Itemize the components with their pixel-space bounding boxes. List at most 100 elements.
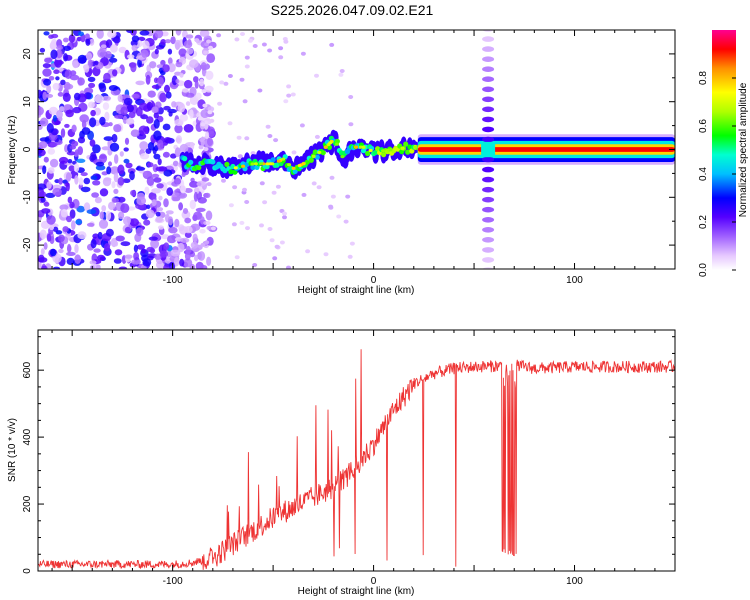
spectrogram-noise-cell [97, 231, 103, 240]
spectrogram-noise-cell [180, 237, 190, 243]
spectrogram-ridge-cell [274, 162, 280, 168]
spectrogram-noise-cell [164, 84, 170, 93]
spectrogram-noise-cell [89, 117, 97, 128]
spectrogram-noise-cell [39, 47, 46, 53]
spectrogram-noise-cell [112, 69, 118, 77]
spectrogram-noise-cell [179, 143, 189, 153]
spectrogram-noise-cell [190, 223, 201, 231]
spectrogram-noise-cell [200, 136, 205, 147]
spectrogram-noise-cell [151, 106, 159, 114]
spectrogram-noise-cell [136, 244, 146, 250]
spectrogram-ridge-cell [228, 169, 234, 175]
spectrogram-noise-cell [56, 109, 63, 119]
spectrogram-noise-cell [153, 112, 159, 119]
spectrogram-noise-cell [64, 69, 72, 79]
spectrogram-noise-cell [282, 211, 287, 216]
spectrogram-noise-cell [46, 233, 52, 242]
spectrogram-noise-cell [99, 116, 106, 126]
spectrogram-noise-cell [239, 220, 245, 225]
spectrogram-noise-cell [109, 142, 120, 152]
spectrogram-ridge-cell [314, 154, 320, 160]
spectrogram-noise-cell [273, 138, 279, 143]
spectrogram-noise-cell [66, 251, 76, 256]
spectrogram-noise-cell [163, 198, 169, 208]
spectrogram-ridge-hotspot [335, 142, 339, 146]
spectrogram-noise-cell [172, 160, 179, 167]
spectrogram-noise-cell [57, 92, 64, 97]
spectrogram-noise-cell [193, 211, 203, 220]
spectrogram-noise-cell [146, 176, 155, 187]
spectrogram-noise-cell [196, 182, 202, 187]
spectrogram-harmonic-cell [482, 96, 495, 103]
spectrogram-noise-cell [162, 151, 170, 158]
spectrogram-noise-cell [103, 177, 112, 182]
spectrogram-noise-cell [45, 93, 54, 98]
spectrogram-noise-cell [290, 92, 296, 97]
spectrogram-noise-cell [133, 244, 138, 253]
spectrogram-harmonic-core [481, 141, 496, 158]
spectrogram-noise-cell [39, 229, 47, 240]
spectrogram-ridge-cell [292, 168, 298, 174]
spectrogram-noise-cell [107, 30, 117, 38]
spectrogram-noise-cell [46, 215, 56, 225]
spectrogram-noise-cell [201, 89, 207, 94]
spectrogram-noise-cell [174, 147, 181, 158]
spectrogram-noise-cell [65, 172, 72, 182]
spectrogram-noise-cell [75, 219, 83, 225]
spectrogram-noise-cell [77, 77, 85, 86]
spectrogram-noise-cell [80, 172, 88, 177]
spectrogram-noise-cell [145, 209, 155, 219]
spectrogram-ridge-hotspot [253, 162, 258, 166]
spectrogram-noise-cell [43, 78, 52, 86]
spectrogram-noise-cell [90, 239, 97, 249]
spectrogram-noise-cell [38, 260, 42, 269]
spectrogram-noise-cell [227, 121, 233, 126]
spectrogram-noise-cell [39, 137, 50, 142]
spectrogram-noise-cell [174, 188, 182, 193]
spectrogram-noise-cell [117, 94, 123, 103]
spectrogram-noise-cell [101, 95, 112, 101]
spectrogram-noise-cell [206, 53, 216, 63]
spectrogram-noise-cell [135, 227, 144, 237]
spectrogram-ridge-cell [182, 156, 188, 162]
spectrogram-ridge-cell [381, 152, 387, 158]
spectrogram-noise-cell [69, 74, 80, 81]
spectrogram-noise-cell [89, 139, 96, 147]
spectrogram-noise-cell [242, 99, 248, 104]
spectrogram-noise-cell [217, 101, 223, 106]
spectrogram-noise-cell [279, 240, 285, 245]
spectrogram-noise-cell [43, 201, 50, 207]
spectrogram-ridge-cell [405, 149, 411, 155]
spectrogram-noise-cell [47, 148, 56, 155]
spectrogram-noise-cell [69, 201, 75, 209]
spectrogram-noise-cell [42, 68, 52, 77]
spectrogram-noise-cell [228, 203, 234, 208]
spectrogram-ridge-hotspot [241, 164, 246, 168]
spectrogram-harmonic-cell [482, 66, 495, 72]
spectrogram-noise-cell [113, 124, 122, 133]
spectrogram-noise-cell [103, 136, 114, 142]
spectrogram-noise-cell [48, 34, 54, 39]
spectrogram-noise-cell [181, 88, 189, 93]
spectrogram-noise-cell [126, 104, 134, 113]
colorbar: 0.0 0.2 0.4 0.6 0.8 Normalized spectral ampl… [698, 30, 749, 277]
spectrogram-y-tick-label: 20 [22, 48, 33, 60]
spectrogram-noise-cell [166, 187, 173, 196]
spectrogram-noise-cell [83, 177, 91, 185]
spectrogram-noise-cell [98, 153, 108, 164]
spectrogram-noise-cell [131, 93, 140, 99]
spectrogram-noise-cell [98, 219, 109, 229]
spectrogram-noise-cell [151, 173, 160, 178]
spectrogram-noise-cell [69, 145, 77, 150]
spectrogram-noise-cell [208, 45, 213, 50]
spectrogram-ridge-hotspot [368, 148, 373, 153]
spectrogram-noise-cell [190, 241, 199, 249]
spectrogram-noise-cell [151, 188, 162, 194]
spectrogram-noise-cell [204, 192, 211, 198]
spectrogram-noise-cell [155, 166, 165, 172]
spectrogram-noise-cell [160, 59, 166, 66]
spectrogram-noise-cell [108, 201, 116, 211]
spectrogram-noise-cell [173, 178, 182, 185]
spectrogram-noise-cell [156, 64, 165, 69]
